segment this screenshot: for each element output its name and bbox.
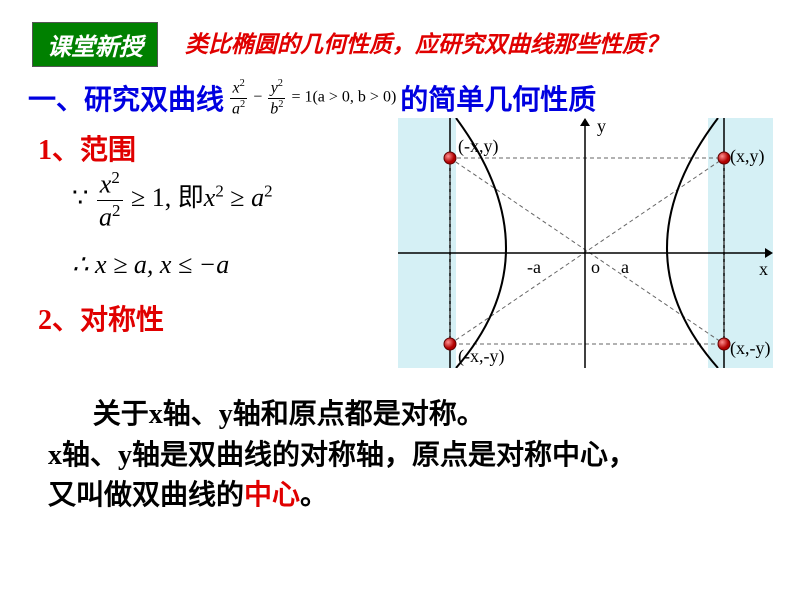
svg-text:(-x,-y): (-x,-y) (458, 346, 504, 367)
heading-post: 的简单几何性质 (400, 78, 596, 118)
section-1-title: 1、范围 (38, 128, 136, 168)
svg-text:y: y (597, 118, 606, 136)
symmetry-line-1: 关于x轴、y轴和原点都是对称。 (48, 395, 636, 436)
section-heading: 一、研究双曲线 x2a2 − y2b2 = 1(a > 0, b > 0) 的简… (28, 78, 596, 118)
symmetry-line-3: 又叫做双曲线的中心。 (48, 476, 636, 517)
section-2-title: 2、对称性 (38, 298, 164, 338)
svg-text:(x,y): (x,y) (730, 146, 765, 167)
formula-line-1: ∵ x2 a2 ≥ 1, 即x2 ≥ a2 (72, 168, 273, 232)
svg-text:a: a (621, 257, 629, 277)
range-formula: ∵ x2 a2 ≥ 1, 即x2 ≥ a2 ∴ x ≥ a, x ≤ −a (72, 168, 273, 280)
symmetry-text: 关于x轴、y轴和原点都是对称。 x轴、y轴是双曲线的对称轴，原点是对称中心， 又… (48, 395, 636, 517)
hyperbola-graph: y x o -a a (-x,y) (x,y) (-x,-y) (x,-y) (398, 118, 773, 368)
formula-line-2: ∴ x ≥ a, x ≤ −a (72, 250, 273, 280)
svg-text:(-x,y): (-x,y) (458, 136, 498, 157)
lesson-badge: 课堂新授 (32, 22, 158, 67)
symmetry-line-2: x轴、y轴是双曲线的对称轴，原点是对称中心， (48, 436, 636, 477)
heading-equation: x2a2 − y2b2 = 1(a > 0, b > 0) (228, 78, 396, 118)
svg-text:x: x (759, 259, 768, 279)
svg-text:(x,-y): (x,-y) (730, 338, 770, 359)
svg-text:o: o (591, 257, 600, 277)
heading-pre: 一、研究双曲线 (28, 78, 224, 118)
intro-question: 类比椭圆的几何性质，应研究双曲线那些性质？ (185, 25, 668, 59)
svg-text:-a: -a (527, 257, 541, 277)
